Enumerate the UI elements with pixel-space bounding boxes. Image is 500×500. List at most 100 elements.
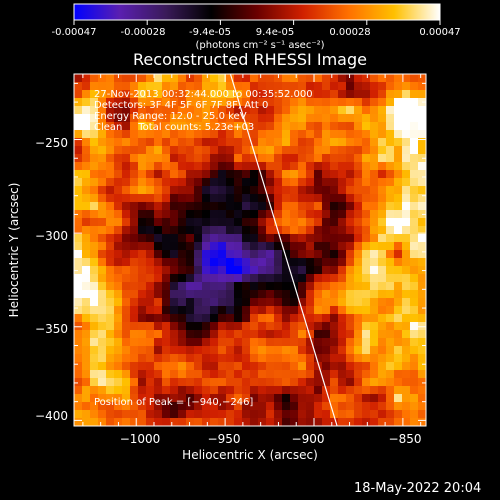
heatmap-cell	[210, 410, 219, 419]
heatmap-cell	[354, 202, 363, 211]
heatmap-cell	[394, 274, 403, 283]
heatmap-cell	[90, 314, 99, 323]
heatmap-cell	[402, 154, 411, 163]
heatmap-cell	[82, 314, 91, 323]
heatmap-cell	[330, 218, 339, 227]
heatmap-cell	[386, 234, 395, 243]
heatmap-cell	[146, 242, 155, 251]
heatmap-cell	[146, 138, 155, 147]
heatmap-cell	[186, 146, 195, 155]
heatmap-cell	[266, 330, 275, 339]
heatmap-cell	[170, 162, 179, 171]
heatmap-cell	[386, 146, 395, 155]
heatmap-cell	[418, 298, 426, 307]
heatmap-cell	[306, 242, 315, 251]
heatmap-cell	[306, 354, 315, 363]
heatmap-cell	[386, 218, 395, 227]
heatmap-cell	[146, 218, 155, 227]
heatmap-cell	[322, 402, 331, 411]
heatmap-cell	[378, 130, 387, 139]
heatmap-cell	[394, 378, 403, 387]
heatmap-cell	[114, 338, 123, 347]
heatmap-cell	[314, 226, 323, 235]
heatmap-cell	[146, 98, 155, 107]
heatmap-cell	[186, 226, 195, 235]
heatmap-cell	[146, 298, 155, 307]
heatmap-cell	[418, 362, 426, 371]
heatmap-cell	[338, 298, 347, 307]
heatmap-cell	[234, 386, 243, 395]
heatmap-cell	[338, 410, 347, 419]
heatmap-cell	[354, 210, 363, 219]
heatmap-cell	[346, 298, 355, 307]
heatmap-cell	[218, 378, 227, 387]
heatmap-cell	[378, 194, 387, 203]
heatmap-cell	[138, 98, 147, 107]
heatmap-cell	[130, 154, 139, 163]
heatmap-cell	[186, 170, 195, 179]
heatmap-cell	[362, 194, 371, 203]
heatmap-cell	[354, 306, 363, 315]
heatmap-cell	[418, 410, 426, 419]
heatmap-cell	[202, 418, 211, 426]
heatmap-cell	[114, 194, 123, 203]
heatmap-cell	[154, 202, 163, 211]
heatmap-cell	[194, 202, 203, 211]
heatmap-cell	[354, 314, 363, 323]
heatmap-cell	[186, 178, 195, 187]
heatmap-cell	[394, 290, 403, 299]
heatmap-cell	[250, 386, 259, 395]
heatmap-cell	[138, 410, 147, 419]
heatmap-cell	[282, 106, 291, 115]
x-tick-label: −1000	[119, 432, 161, 446]
heatmap-cell	[194, 154, 203, 163]
heatmap-cell	[122, 370, 131, 379]
heatmap-cell	[178, 74, 187, 83]
heatmap-cell	[162, 418, 171, 426]
heatmap-cell	[218, 74, 227, 83]
heatmap-cell	[170, 250, 179, 259]
heatmap-cell	[202, 226, 211, 235]
heatmap-cell	[386, 322, 395, 331]
heatmap-cell	[130, 410, 139, 419]
heatmap-cell	[82, 410, 91, 419]
heatmap-cell	[178, 98, 187, 107]
heatmap-cell	[194, 338, 203, 347]
heatmap-cell	[418, 162, 426, 171]
heatmap-cell	[186, 138, 195, 147]
heatmap-cell	[282, 74, 291, 83]
heatmap-cell	[322, 138, 331, 147]
colorbar-ticks	[73, 20, 441, 25]
heatmap-cell	[378, 410, 387, 419]
heatmap-cell	[298, 290, 307, 299]
heatmap-cell	[330, 154, 339, 163]
heatmap-cell	[138, 346, 147, 355]
heatmap-cell	[266, 250, 275, 259]
heatmap-cell	[258, 258, 267, 267]
heatmap-cell	[322, 242, 331, 251]
heatmap-cell	[394, 74, 403, 83]
heatmap-cell	[418, 138, 426, 147]
heatmap-cell	[394, 402, 403, 411]
heatmap-cell	[330, 226, 339, 235]
heatmap-cell	[250, 154, 259, 163]
heatmap-cell	[170, 354, 179, 363]
heatmap-cell	[210, 82, 219, 91]
heatmap-cell	[250, 138, 259, 147]
heatmap-cell	[314, 370, 323, 379]
heatmap-cell	[122, 234, 131, 243]
heatmap-cell	[98, 314, 107, 323]
heatmap-cell	[418, 330, 426, 339]
heatmap-cell	[346, 90, 355, 99]
heatmap-cell	[314, 218, 323, 227]
heatmap-cell	[90, 386, 99, 395]
heatmap-cell	[218, 234, 227, 243]
heatmap-cell	[226, 306, 235, 315]
heatmap-cell	[90, 130, 99, 139]
heatmap-cell	[386, 90, 395, 99]
heatmap-cell	[378, 162, 387, 171]
heatmap-cell	[178, 418, 187, 426]
heatmap-cell	[162, 394, 171, 403]
heatmap-cell	[186, 258, 195, 267]
heatmap-cell	[274, 354, 283, 363]
